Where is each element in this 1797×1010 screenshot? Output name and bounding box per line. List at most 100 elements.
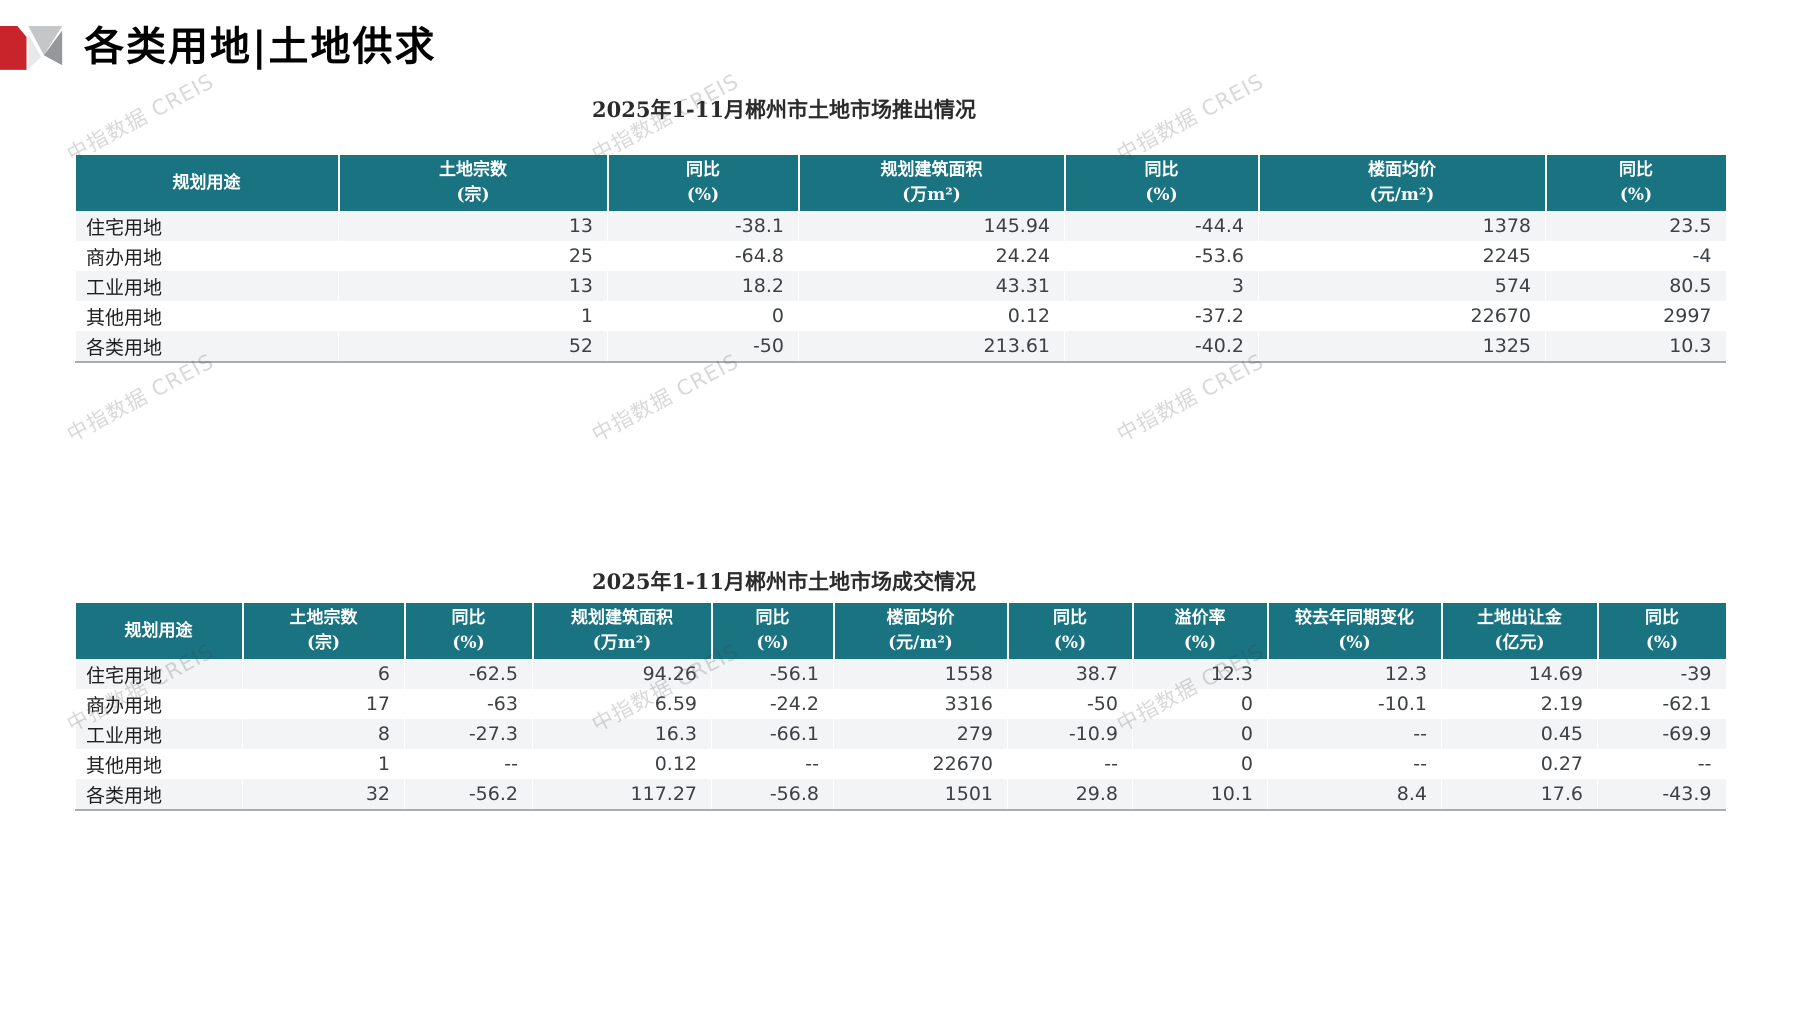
supply-table-title: 2025年1-11月郴州市土地市场推出情况	[592, 97, 976, 122]
cell-value: 1	[242, 749, 405, 779]
cell-value: 2997	[1545, 301, 1726, 331]
cell-value: 94.26	[532, 659, 712, 689]
cell-value: 0	[1132, 719, 1268, 749]
column-header: 同比 (%)	[1596, 603, 1726, 659]
column-header: 较去年同期变化 (%)	[1266, 603, 1442, 659]
column-header: 楼面均价 (元/m²)	[1257, 155, 1546, 211]
table-row: 住宅用地 6 -62.5 94.26 -56.1 1558 38.7 12.3 12.3 14.6…	[75, 659, 1726, 689]
cell-value: 18.2	[607, 271, 799, 301]
cell-value: 145.94	[798, 211, 1065, 241]
cell-value: 3316	[833, 689, 1008, 719]
table-row: 各类用地 52 -50 213.61 -40.2 1325 10.3	[75, 331, 1726, 362]
cell-value: -56.2	[404, 779, 533, 810]
column-header: 同比 (%)	[1544, 155, 1726, 211]
cell-value: -64.8	[607, 241, 799, 271]
column-header: 土地宗数 (宗)	[337, 155, 608, 211]
creis-logo-icon	[0, 22, 64, 72]
row-label: 工业用地	[75, 271, 339, 301]
cell-value: 1378	[1258, 211, 1546, 241]
cell-value: --	[1267, 749, 1442, 779]
cell-value: --	[1007, 749, 1133, 779]
supply-table-section: 2025年1-11月郴州市土地市场推出情况 规划用途 土地宗数 (宗) 同比 (%)…	[75, 96, 1726, 363]
cell-value: 10.1	[1132, 779, 1268, 810]
header-row: 规划用途 土地宗数 (宗) 同比 (%) 规划建筑面积 (万m²) 同比 (%) 楼面均价…	[75, 155, 1726, 211]
cell-value: 1	[338, 301, 608, 331]
cell-value: 52	[338, 331, 608, 362]
cell-value: -53.6	[1064, 241, 1259, 271]
table-row: 其他用地 1 0 0.12 -37.2 22670 2997	[75, 301, 1726, 331]
table-row: 其他用地 1 -- 0.12 -- 22670 -- 0 -- 0.27 --	[75, 749, 1726, 779]
row-label: 其他用地	[75, 301, 339, 331]
column-header: 楼面均价 (元/m²)	[832, 603, 1008, 659]
cell-value: -10.1	[1267, 689, 1442, 719]
cell-value: -66.1	[711, 719, 834, 749]
column-header: 同比 (%)	[710, 603, 834, 659]
cell-value: -50	[607, 331, 799, 362]
cell-value: 8.4	[1267, 779, 1442, 810]
cell-value: 17.6	[1441, 779, 1598, 810]
cell-value: 574	[1258, 271, 1546, 301]
cell-value: 80.5	[1545, 271, 1726, 301]
cell-value: 13	[338, 271, 608, 301]
cell-value: 32	[242, 779, 405, 810]
cell-value: 43.31	[798, 271, 1065, 301]
cell-value: -37.2	[1064, 301, 1259, 331]
column-header: 土地宗数 (宗)	[241, 603, 405, 659]
cell-value: -63	[404, 689, 533, 719]
table-row: 商办用地 25 -64.8 24.24 -53.6 2245 -4	[75, 241, 1726, 271]
cell-value: 279	[833, 719, 1008, 749]
cell-value: 17	[242, 689, 405, 719]
cell-value: 14.69	[1441, 659, 1598, 689]
cell-value: -4	[1545, 241, 1726, 271]
page-title: 各类用地|土地供求	[84, 23, 437, 70]
transaction-table-title: 2025年1-11月郴州市土地市场成交情况	[592, 569, 976, 594]
cell-value: 117.27	[532, 779, 712, 810]
supply-table: 规划用途 土地宗数 (宗) 同比 (%) 规划建筑面积 (万m²) 同比 (%) 楼面均价…	[75, 155, 1726, 363]
cell-value: 3	[1064, 271, 1259, 301]
column-header: 规划用途	[75, 603, 243, 659]
cell-value: 10.3	[1545, 331, 1726, 362]
cell-value: -56.1	[711, 659, 834, 689]
row-label: 商办用地	[75, 241, 339, 271]
table-row: 住宅用地 13 -38.1 145.94 -44.4 1378 23.5	[75, 211, 1726, 241]
row-label: 住宅用地	[75, 211, 339, 241]
row-label: 商办用地	[75, 689, 243, 719]
cell-value: 12.3	[1132, 659, 1268, 689]
cell-value: 13	[338, 211, 608, 241]
cell-value: 23.5	[1545, 211, 1726, 241]
cell-value: 1501	[833, 779, 1008, 810]
column-header: 规划建筑面积 (万m²)	[531, 603, 712, 659]
table-row: 工业用地 8 -27.3 16.3 -66.1 279 -10.9 0 -- 0.45 -69.9	[75, 719, 1726, 749]
cell-value: -43.9	[1597, 779, 1726, 810]
cell-value: 22670	[1258, 301, 1546, 331]
row-label: 各类用地	[75, 331, 339, 362]
cell-value: 8	[242, 719, 405, 749]
row-label: 工业用地	[75, 719, 243, 749]
column-header: 规划建筑面积 (万m²)	[797, 155, 1065, 211]
cell-value: -56.8	[711, 779, 834, 810]
cell-value: 2245	[1258, 241, 1546, 271]
cell-value: 0.27	[1441, 749, 1598, 779]
cell-value: 1558	[833, 659, 1008, 689]
cell-value: -10.9	[1007, 719, 1133, 749]
table-row: 商办用地 17 -63 6.59 -24.2 3316 -50 0 -10.1 2.19 -62.1	[75, 689, 1726, 719]
cell-value: -69.9	[1597, 719, 1726, 749]
cell-value: -39	[1597, 659, 1726, 689]
cell-value: 0.12	[798, 301, 1065, 331]
cell-value: 0	[1132, 689, 1268, 719]
cell-value: 29.8	[1007, 779, 1133, 810]
column-header: 同比 (%)	[403, 603, 533, 659]
cell-value: -27.3	[404, 719, 533, 749]
cell-value: 0.12	[532, 749, 712, 779]
cell-value: --	[404, 749, 533, 779]
cell-value: 12.3	[1267, 659, 1442, 689]
table-row: 工业用地 13 18.2 43.31 3 574 80.5	[75, 271, 1726, 301]
transaction-table-section: 2025年1-11月郴州市土地市场成交情况 规划用途 土地宗数 (宗) 同比 (%)…	[75, 568, 1726, 811]
cell-value: 22670	[833, 749, 1008, 779]
page-header: 各类用地|土地供求	[0, 22, 437, 72]
header-row: 规划用途 土地宗数 (宗) 同比 (%) 规划建筑面积 (万m²) 同比 (%) 楼面均价…	[75, 603, 1726, 659]
cell-value: -62.5	[404, 659, 533, 689]
cell-value: -24.2	[711, 689, 834, 719]
column-header: 同比 (%)	[1006, 603, 1133, 659]
cell-value: 38.7	[1007, 659, 1133, 689]
